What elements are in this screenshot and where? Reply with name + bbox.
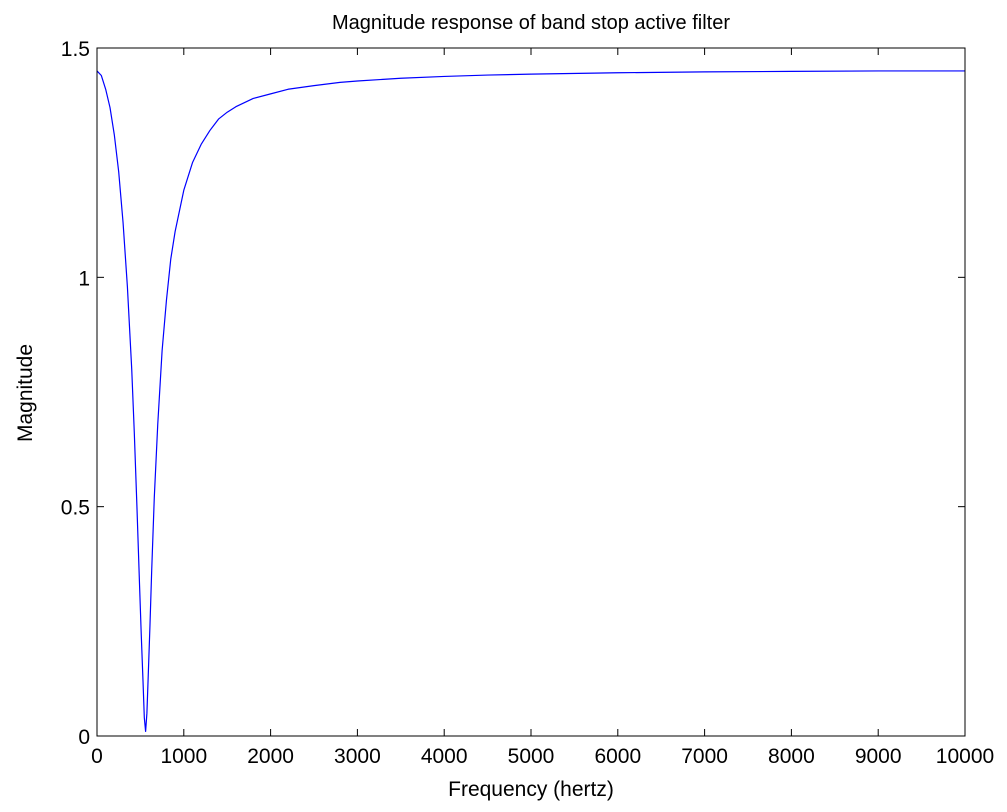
x-tick-label: 10000 bbox=[936, 745, 994, 768]
y-tick-label: 1.5 bbox=[61, 38, 90, 61]
x-tick-label: 1000 bbox=[160, 745, 207, 768]
ticks-layer: 0 1000 2000 3000 4000 5000 6000 7000 8000 9000 100… bbox=[61, 38, 994, 768]
x-tick-label: 7000 bbox=[681, 745, 728, 768]
chart-title: Magnitude response of band stop active f… bbox=[332, 12, 730, 34]
x-tick-label: 8000 bbox=[768, 745, 815, 768]
x-tick-label: 5000 bbox=[508, 745, 555, 768]
x-tick-label: 6000 bbox=[594, 745, 641, 768]
plot-frame bbox=[96, 47, 966, 737]
x-tick-label: 3000 bbox=[334, 745, 381, 768]
y-tick-label: 0.5 bbox=[61, 497, 90, 520]
x-tick-label: 4000 bbox=[421, 745, 468, 768]
x-axis-label: Frequency (hertz) bbox=[448, 778, 614, 801]
y-tick-label: 0 bbox=[78, 726, 90, 749]
x-tick-label: 9000 bbox=[855, 745, 902, 768]
magnitude-series-line bbox=[96, 70, 965, 733]
x-tick-label: 2000 bbox=[247, 745, 294, 768]
y-tick-label: 1 bbox=[78, 267, 90, 290]
y-axis-label: Magnitude bbox=[14, 344, 37, 442]
marks-layer bbox=[96, 70, 965, 733]
x-tick-label: 0 bbox=[91, 745, 103, 768]
plot-area bbox=[97, 48, 965, 736]
